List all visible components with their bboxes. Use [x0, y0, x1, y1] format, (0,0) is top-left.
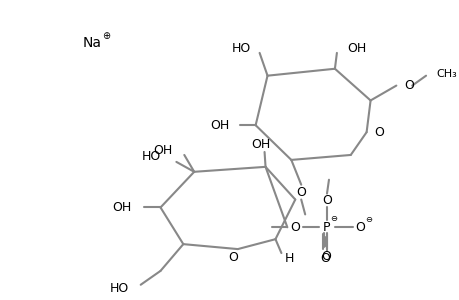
- Text: HO: HO: [141, 150, 160, 164]
- Text: O: O: [321, 194, 331, 207]
- Text: CH₃: CH₃: [435, 69, 456, 79]
- Text: O: O: [296, 186, 306, 199]
- Text: OH: OH: [346, 42, 365, 56]
- Text: HO: HO: [231, 42, 250, 56]
- Text: O: O: [290, 221, 300, 234]
- Text: O: O: [355, 221, 365, 234]
- Text: Na: Na: [83, 36, 101, 50]
- Text: ⊖: ⊖: [330, 214, 337, 223]
- Text: H: H: [284, 253, 293, 266]
- Text: O: O: [319, 251, 329, 265]
- Text: OH: OH: [251, 138, 269, 151]
- Text: P: P: [323, 221, 330, 234]
- Text: OH: OH: [210, 119, 230, 132]
- Text: ⊖: ⊖: [364, 215, 371, 224]
- Text: O: O: [227, 250, 237, 263]
- Text: O: O: [320, 250, 330, 262]
- Text: OH: OH: [112, 201, 131, 214]
- Text: ⊕: ⊕: [102, 31, 110, 41]
- Text: OH: OH: [153, 143, 172, 157]
- Text: O: O: [374, 126, 384, 139]
- Text: HO: HO: [109, 282, 129, 295]
- Text: O: O: [403, 79, 413, 92]
